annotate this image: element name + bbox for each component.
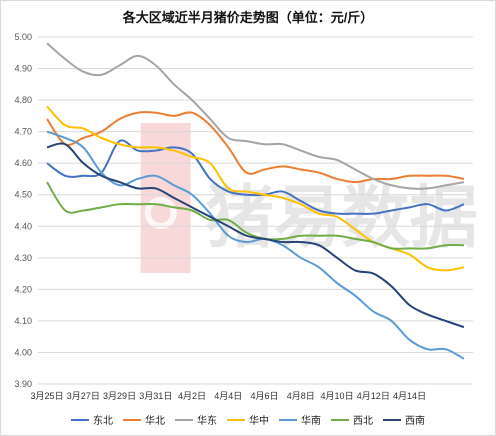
legend-item: 西北 (331, 412, 373, 427)
y-tick-label: 4.60 (14, 158, 32, 168)
y-tick-label: 5.00 (14, 32, 32, 42)
chart-title: 各大区域近半月猪价走势图（单位：元/斤） (122, 10, 374, 25)
legend-label: 华南 (301, 416, 321, 427)
x-tick-label: 3月25日 (31, 391, 64, 401)
y-tick-label: 4.90 (14, 64, 32, 74)
legend-swatch (71, 418, 89, 421)
legend-item: 西南 (383, 412, 425, 427)
x-tick-label: 4月2日 (178, 391, 206, 401)
legend-label: 华东 (197, 416, 217, 427)
x-tick-label: 4月6日 (251, 391, 279, 401)
series-line-西南 (46, 142, 465, 329)
legend-label: 西南 (405, 416, 425, 427)
legend-item: 华中 (227, 412, 269, 427)
legend-item: 华南 (279, 412, 321, 427)
y-tick-label: 4.40 (14, 221, 32, 231)
legend-label: 东北 (93, 416, 113, 427)
y-tick-label: 4.70 (14, 127, 32, 137)
legend-swatch (123, 418, 141, 421)
legend-item: 华北 (123, 412, 165, 427)
legend-label: 华北 (145, 416, 165, 427)
legend-label: 华中 (249, 416, 269, 427)
x-tick-label: 4月10日 (321, 391, 354, 401)
series-line-华东 (46, 42, 465, 190)
series-line-东北 (46, 139, 465, 215)
y-tick-label: 4.20 (14, 284, 32, 294)
y-tick-label: 4.80 (14, 95, 32, 105)
y-tick-label: 3.90 (14, 379, 32, 389)
y-tick-label: 4.00 (14, 347, 32, 357)
legend-item: 华东 (175, 412, 217, 427)
series-line-西北 (46, 181, 464, 250)
x-tick-label: 3月29日 (103, 391, 136, 401)
legend-swatch (175, 418, 193, 421)
legend-label: 西北 (353, 416, 373, 427)
legend-swatch (227, 418, 245, 421)
series-line-华南 (46, 130, 465, 360)
legend-swatch (331, 418, 349, 421)
y-tick-label: 4.50 (14, 190, 32, 200)
legend-swatch (279, 418, 297, 421)
y-tick-label: 4.10 (14, 316, 32, 326)
chart-legend: 东北 华北 华东 华中 华南 西北 西南 (1, 412, 495, 427)
x-tick-label: 4月4日 (214, 391, 242, 401)
x-tick-label: 4月8日 (287, 391, 315, 401)
legend-swatch (383, 418, 401, 421)
x-tick-label: 3月31日 (139, 391, 172, 401)
x-tick-label: 4月14日 (393, 391, 426, 401)
x-tick-label: 3月27日 (67, 391, 100, 401)
legend-item: 东北 (71, 412, 113, 427)
series-line-华北 (46, 111, 465, 184)
y-tick-label: 4.30 (14, 253, 32, 263)
x-tick-label: 4月12日 (357, 391, 390, 401)
